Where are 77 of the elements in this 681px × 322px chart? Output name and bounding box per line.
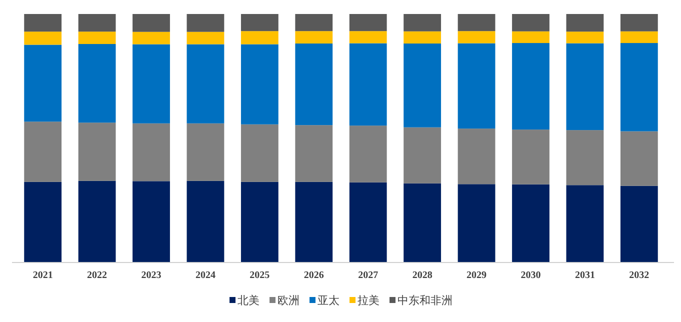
- bar: [512, 130, 550, 184]
- bar: [566, 130, 604, 186]
- x-tick-label: 2027: [358, 270, 378, 282]
- bar: [512, 14, 550, 32]
- bar: [295, 44, 333, 126]
- bar: [132, 181, 170, 262]
- x-tick-label: 2024: [195, 270, 216, 282]
- bar: [132, 32, 170, 44]
- bar: [186, 123, 224, 181]
- bar: [186, 14, 224, 32]
- bar: [620, 131, 658, 186]
- bar: [24, 14, 62, 32]
- bar: [458, 14, 496, 32]
- x-tick-label: 2029: [466, 270, 487, 282]
- bar: [566, 185, 604, 262]
- bar: [566, 14, 604, 32]
- x-tick-label: 2032: [629, 270, 650, 282]
- bar: [458, 43, 496, 129]
- bar: [240, 14, 278, 32]
- bar: [349, 126, 387, 182]
- legend-label: 北美: [238, 294, 260, 307]
- bar: [349, 14, 387, 32]
- x-tick-label: 2030: [520, 270, 541, 282]
- bar: [240, 44, 278, 124]
- bar: [404, 14, 442, 32]
- bar: [24, 122, 62, 182]
- bar: [78, 44, 116, 123]
- bar: [132, 14, 170, 32]
- bar: [132, 123, 170, 182]
- x-tick-label: 2031: [574, 270, 595, 282]
- bar: [78, 122, 116, 181]
- legend-label: 亚太: [318, 294, 340, 307]
- bar: [404, 127, 442, 184]
- bar: [458, 184, 496, 262]
- bar: [349, 182, 387, 262]
- bar: [240, 182, 278, 262]
- bar: [295, 14, 333, 32]
- bar: [240, 31, 278, 44]
- x-tick-label: 2025: [250, 270, 270, 282]
- bar: [620, 31, 658, 44]
- bar: [404, 31, 442, 44]
- bar: [295, 125, 333, 182]
- bar: [512, 43, 550, 130]
- x-tick-label: 2023: [141, 270, 162, 282]
- legend-label: 中东和非洲: [398, 294, 452, 307]
- bar: [78, 14, 116, 32]
- bar: [24, 182, 62, 262]
- bar: [349, 31, 387, 44]
- bar: [78, 180, 116, 262]
- x-tick-label: 2028: [412, 270, 432, 282]
- bar: [349, 43, 387, 126]
- bar: [295, 31, 333, 44]
- bar: [458, 128, 496, 184]
- bar: [620, 186, 658, 262]
- bar: [186, 180, 224, 262]
- x-tick-label: 2021: [32, 270, 53, 282]
- bar: [566, 43, 604, 130]
- x-tick-label: 2026: [304, 270, 324, 282]
- legend-label: 欧洲: [278, 294, 300, 307]
- bar: [78, 32, 116, 44]
- bar: [24, 44, 62, 122]
- bar: [295, 182, 333, 262]
- bar: [512, 184, 550, 262]
- bar: [512, 31, 550, 44]
- bar: [240, 124, 278, 182]
- bar: [620, 14, 658, 32]
- bar: [620, 43, 658, 132]
- x-tick-label: 2022: [87, 270, 108, 282]
- bar: [566, 32, 604, 44]
- bar: [404, 183, 442, 262]
- bar: [186, 44, 224, 124]
- bar: [458, 31, 496, 44]
- bar: [132, 44, 170, 124]
- bar: [24, 32, 62, 45]
- bar: [186, 32, 224, 44]
- bar: [404, 44, 442, 128]
- legend-label: 拉美: [358, 294, 380, 307]
